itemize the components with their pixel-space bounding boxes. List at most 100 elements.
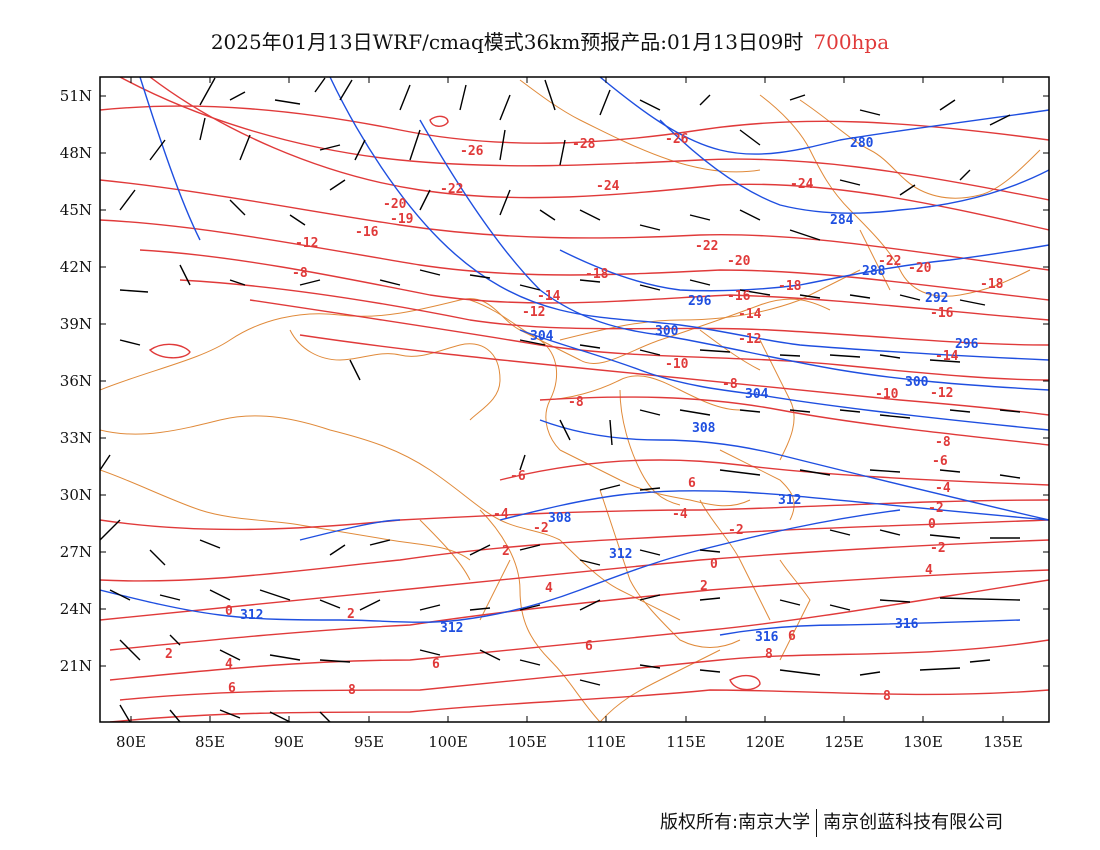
h-label: 304 <box>745 387 769 402</box>
geopotential-contours <box>100 77 1049 636</box>
title-main: 2025年01月13日WRF/cmaq模式36km预报产品:01月13日09时 <box>210 30 804 54</box>
lon-label: 100E <box>428 733 468 751</box>
t-label: -26 <box>460 144 484 159</box>
t-label: -2 <box>728 523 744 538</box>
t-label: 6 <box>228 681 236 696</box>
title-level: 700hpa <box>813 30 890 54</box>
h-label: 304 <box>530 329 554 344</box>
lat-label: 51N <box>60 87 92 105</box>
t-label: -8 <box>292 266 308 281</box>
t-label: 0 <box>928 517 936 532</box>
t-label: 6 <box>788 629 796 644</box>
h-label: 280 <box>850 136 874 151</box>
copyright-owner: 版权所有:南京大学 <box>660 812 811 833</box>
t-label: -22 <box>440 182 463 197</box>
t-label: 2 <box>502 544 510 559</box>
t-label: -18 <box>585 267 609 282</box>
lat-label: 39N <box>60 315 92 333</box>
latitude-labels: 51N 48N 45N 42N 39N 36N 33N 30N 27N 24N … <box>60 87 92 675</box>
t-label: -12 <box>930 386 953 401</box>
lon-label: 115E <box>666 733 706 751</box>
t-label: -20 <box>727 254 751 269</box>
lat-label: 24N <box>60 600 92 618</box>
t-label: -8 <box>568 395 584 410</box>
lat-label: 42N <box>60 258 92 276</box>
copyright-footer: 版权所有:南京大学 南京创蓝科技有限公司 <box>660 808 1003 837</box>
h-label: 316 <box>755 630 779 645</box>
t-label: -2 <box>928 501 944 516</box>
temperature-labels: -28 -26 -26 -24 -24 -22 -22 -22 -20 -20 … <box>165 132 1004 704</box>
t-label: 0 <box>710 557 718 572</box>
lon-label: 80E <box>116 733 146 751</box>
h-label: 288 <box>862 264 886 279</box>
lat-label: 33N <box>60 429 92 447</box>
t-label: -6 <box>510 469 526 484</box>
t-label: -14 <box>935 349 959 364</box>
copyright-company: 南京创蓝科技有限公司 <box>823 812 1004 833</box>
lat-label: 48N <box>60 144 92 162</box>
h-label: 312 <box>440 621 463 636</box>
temperature-isotherms <box>100 77 1049 722</box>
t-label: -16 <box>727 289 751 304</box>
t-label: -18 <box>980 277 1004 292</box>
t-label: 6 <box>432 657 440 672</box>
t-label: -8 <box>722 377 738 392</box>
t-label: -19 <box>390 212 413 227</box>
t-label: 8 <box>348 683 356 698</box>
t-label: 6 <box>585 639 593 654</box>
h-label: 284 <box>830 213 854 228</box>
lat-label: 21N <box>60 657 92 675</box>
boundary-lines <box>100 79 1041 722</box>
t-label: 2 <box>347 607 355 622</box>
t-label: -10 <box>875 387 899 402</box>
t-label: -18 <box>778 279 802 294</box>
lon-label: 90E <box>274 733 304 751</box>
t-label: -8 <box>935 435 951 450</box>
t-label: -22 <box>695 239 718 254</box>
lon-label: 105E <box>507 733 547 751</box>
axis-ticks <box>100 77 1049 722</box>
t-label: 4 <box>925 563 933 578</box>
lon-label: 125E <box>824 733 864 751</box>
h-label: 308 <box>548 511 572 526</box>
t-label: -4 <box>672 507 688 522</box>
t-label: 6 <box>688 476 696 491</box>
h-label: 308 <box>692 421 716 436</box>
h-label: 312 <box>609 547 632 562</box>
lon-label: 130E <box>903 733 943 751</box>
t-label: -12 <box>295 236 318 251</box>
h-label: 312 <box>240 608 263 623</box>
footer-divider <box>816 809 818 837</box>
map-frame <box>99 76 1050 723</box>
t-label: -16 <box>930 306 954 321</box>
t-label: -22 <box>878 254 901 269</box>
t-label: -14 <box>738 307 762 322</box>
t-label: -2 <box>533 521 549 536</box>
t-label: 8 <box>883 689 891 704</box>
lon-label: 120E <box>745 733 785 751</box>
height-labels: 280 284 288 292 296 296 300 300 304 304 … <box>240 136 979 645</box>
lon-label: 95E <box>354 733 384 751</box>
t-label: -6 <box>932 454 948 469</box>
lat-label: 27N <box>60 543 92 561</box>
t-label: -4 <box>935 481 951 496</box>
t-label: -24 <box>790 177 814 192</box>
t-label: -14 <box>537 289 561 304</box>
t-label: -10 <box>665 357 689 372</box>
h-label: 296 <box>688 294 712 309</box>
h-label: 300 <box>905 375 929 390</box>
t-label: -12 <box>522 305 545 320</box>
longitude-labels: 80E 85E 90E 95E 100E 105E 110E 115E 120E… <box>116 733 1023 751</box>
lat-label: 30N <box>60 486 92 504</box>
h-label: 296 <box>955 337 979 352</box>
t-label: 2 <box>165 647 173 662</box>
t-label: -2 <box>930 541 946 556</box>
h-label: 312 <box>778 493 801 508</box>
t-label: -12 <box>738 332 761 347</box>
t-label: -28 <box>572 137 596 152</box>
h-label: 292 <box>925 291 948 306</box>
t-label: -16 <box>355 225 379 240</box>
map-title: 2025年01月13日WRF/cmaq模式36km预报产品:01月13日09时 7… <box>0 26 1100 55</box>
t-label: 2 <box>700 579 708 594</box>
